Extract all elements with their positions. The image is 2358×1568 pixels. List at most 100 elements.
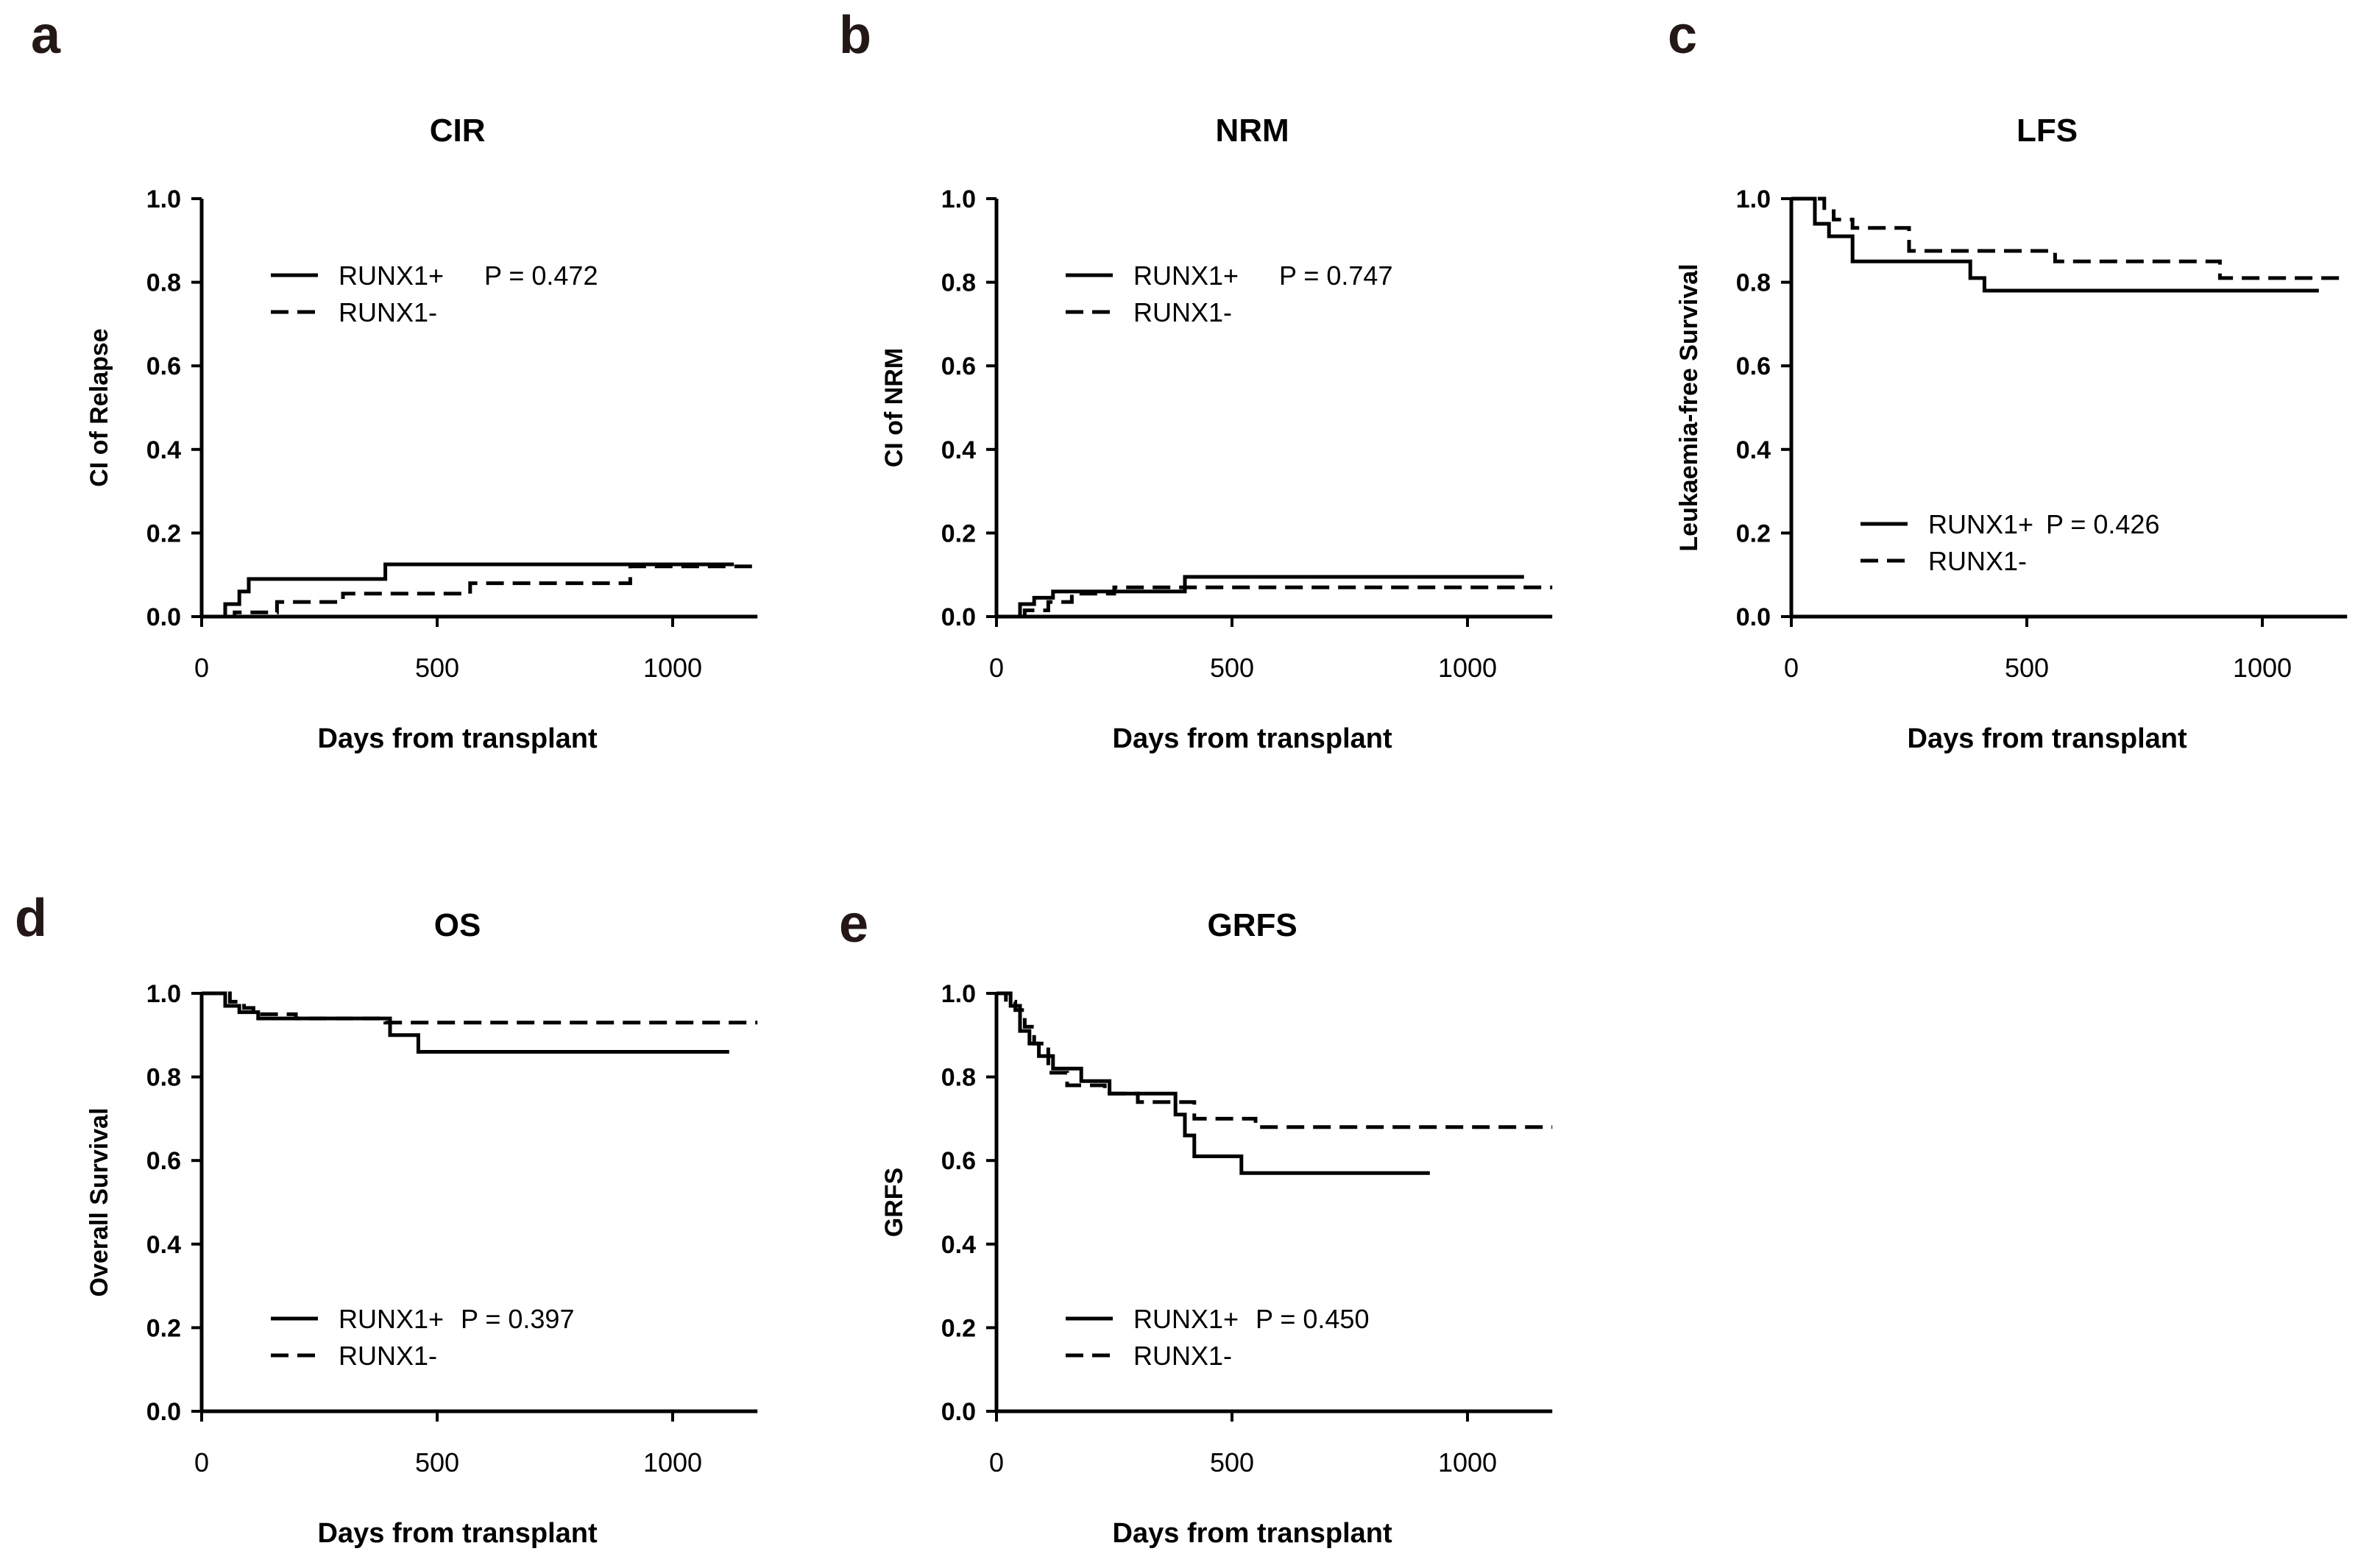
legend-entry: RUNX1+: [1928, 509, 2033, 539]
y-tick-label: 0.6: [1736, 352, 1771, 380]
legend-entry: RUNX1+: [339, 1304, 444, 1334]
y-tick-label: 0.8: [941, 269, 976, 297]
y-tick-label: 0.6: [941, 1147, 976, 1175]
x-tick-label: 500: [1210, 653, 1254, 683]
y-tick-label: 0.4: [146, 1231, 181, 1259]
series-line-runx1-negative: [996, 585, 1553, 619]
x-tick-label: 0: [989, 1447, 1004, 1477]
p-value: P = 0.747: [1279, 260, 1392, 291]
y-tick-label: 0.2: [941, 1314, 976, 1342]
panel-letter: d: [15, 889, 47, 948]
y-axis-label: CI of NRM: [880, 348, 908, 467]
legend-entry: RUNX1-: [339, 1341, 437, 1371]
y-axis-label: Leukaemia-free Survival: [1675, 263, 1703, 551]
y-tick-label: 0.6: [941, 352, 976, 380]
legend-entry: RUNX1+: [1133, 260, 1239, 291]
legend: RUNX1+ RUNX1- P = 0.472: [271, 260, 598, 327]
legend-entry: RUNX1-: [1133, 1341, 1232, 1371]
y-tick-label: 0.2: [146, 1314, 181, 1342]
x-tick-label: 0: [194, 1447, 209, 1477]
legend: RUNX1+ RUNX1- P = 0.747: [1066, 260, 1392, 327]
y-tick-label: 0.8: [146, 269, 181, 297]
x-tick-label: 0: [989, 653, 1004, 683]
y-tick-label: 0.0: [941, 603, 976, 631]
series-line-runx1-negative: [202, 991, 758, 1025]
legend: RUNX1+ RUNX1- P = 0.397: [271, 1304, 574, 1371]
chart-panel-e: e GRFS 0.0 0.2 0.4 0.6 0.8 1.0 0 500 1000 Days from…: [839, 895, 1553, 1549]
x-axis-label: Days from transplant: [318, 723, 598, 754]
p-value: P = 0.397: [461, 1304, 574, 1334]
series-line-runx1-positive: [996, 575, 1524, 619]
y-tick-label: 0.0: [941, 1398, 976, 1426]
x-tick-label: 1000: [643, 1447, 702, 1477]
chart-title: CIR: [430, 113, 486, 149]
y-tick-label: 0.4: [1736, 436, 1771, 464]
x-axis-label: Days from transplant: [1908, 723, 2187, 754]
chart-panel-a: a CIR 0.0 0.2 0.4 0.6 0.8 1.0 0 500 1000 Days from …: [31, 6, 758, 754]
y-tick-label: 0.0: [146, 1398, 181, 1426]
x-tick-label: 1000: [2233, 653, 2292, 683]
series-line-runx1-positive: [1791, 196, 2319, 293]
y-tick-label: 0.8: [146, 1064, 181, 1092]
y-axis-label: CI of Relapse: [85, 328, 113, 486]
chart-title: GRFS: [1207, 907, 1297, 943]
legend-entry: RUNX1-: [339, 297, 437, 327]
p-value: P = 0.450: [1256, 1304, 1369, 1334]
y-tick-label: 0.8: [1736, 269, 1771, 297]
y-tick-label: 0.4: [941, 1231, 976, 1259]
chart-panel-b: b NRM 0.0 0.2 0.4 0.6 0.8 1.0 0 500 1000 Days from …: [839, 6, 1553, 754]
y-tick-label: 0.2: [146, 519, 181, 547]
x-tick-label: 0: [194, 653, 209, 683]
y-tick-label: 1.0: [941, 980, 976, 1008]
series-line-runx1-positive: [202, 562, 734, 619]
series-line-runx1-negative: [202, 564, 758, 619]
chart-title: NRM: [1215, 113, 1289, 149]
legend: RUNX1+ RUNX1- P = 0.426: [1860, 509, 2159, 576]
y-tick-label: 0.6: [146, 352, 181, 380]
p-value: P = 0.426: [2046, 509, 2159, 539]
chart-panel-c: c LFS 0.0 0.2 0.4 0.6 0.8 1.0 0 500 1000 Days from …: [1668, 6, 2348, 754]
chart-title: LFS: [2017, 113, 2078, 149]
x-tick-label: 0: [1784, 653, 1799, 683]
x-tick-label: 500: [415, 653, 459, 683]
series-line-runx1-positive: [202, 991, 729, 1054]
x-tick-label: 500: [1210, 1447, 1254, 1477]
x-tick-label: 1000: [1438, 653, 1497, 683]
x-tick-label: 500: [2005, 653, 2049, 683]
x-axis-label: Days from transplant: [1113, 1518, 1392, 1549]
y-tick-label: 0.8: [941, 1064, 976, 1092]
legend-entry: RUNX1+: [1133, 1304, 1239, 1334]
legend-entry: RUNX1+: [339, 260, 444, 291]
y-tick-label: 1.0: [1736, 185, 1771, 213]
panel-letter: c: [1668, 6, 1697, 65]
y-tick-label: 0.0: [1736, 603, 1771, 631]
panel-letter: b: [839, 6, 871, 65]
y-tick-label: 0.2: [1736, 519, 1771, 547]
x-tick-label: 1000: [1438, 1447, 1497, 1477]
x-axis-label: Days from transplant: [318, 1518, 598, 1549]
y-tick-label: 0.2: [941, 519, 976, 547]
legend-entry: RUNX1-: [1928, 546, 2027, 576]
chart-panel-d: d OS 0.0 0.2 0.4 0.6 0.8 1.0 0 500 1000 Days from t…: [15, 889, 758, 1549]
p-value: P = 0.472: [484, 260, 598, 291]
series-line-runx1-positive: [996, 991, 1430, 1175]
panel-letter: e: [839, 895, 868, 954]
panel-letter: a: [31, 6, 61, 65]
y-tick-label: 0.6: [146, 1147, 181, 1175]
series-line-runx1-negative: [1791, 196, 2348, 280]
y-tick-label: 0.4: [146, 436, 181, 464]
series-line-runx1-negative: [996, 991, 1553, 1129]
y-tick-label: 1.0: [941, 185, 976, 213]
legend-entry: RUNX1-: [1133, 297, 1232, 327]
y-tick-label: 0.0: [146, 603, 181, 631]
x-tick-label: 500: [415, 1447, 459, 1477]
y-tick-label: 1.0: [146, 185, 181, 213]
legend: RUNX1+ RUNX1- P = 0.450: [1066, 1304, 1369, 1371]
y-axis-label: GRFS: [880, 1168, 908, 1237]
y-tick-label: 1.0: [146, 980, 181, 1008]
y-tick-label: 0.4: [941, 436, 976, 464]
x-axis-label: Days from transplant: [1113, 723, 1392, 754]
y-axis-label: Overall Survival: [85, 1107, 113, 1296]
chart-title: OS: [434, 907, 481, 943]
